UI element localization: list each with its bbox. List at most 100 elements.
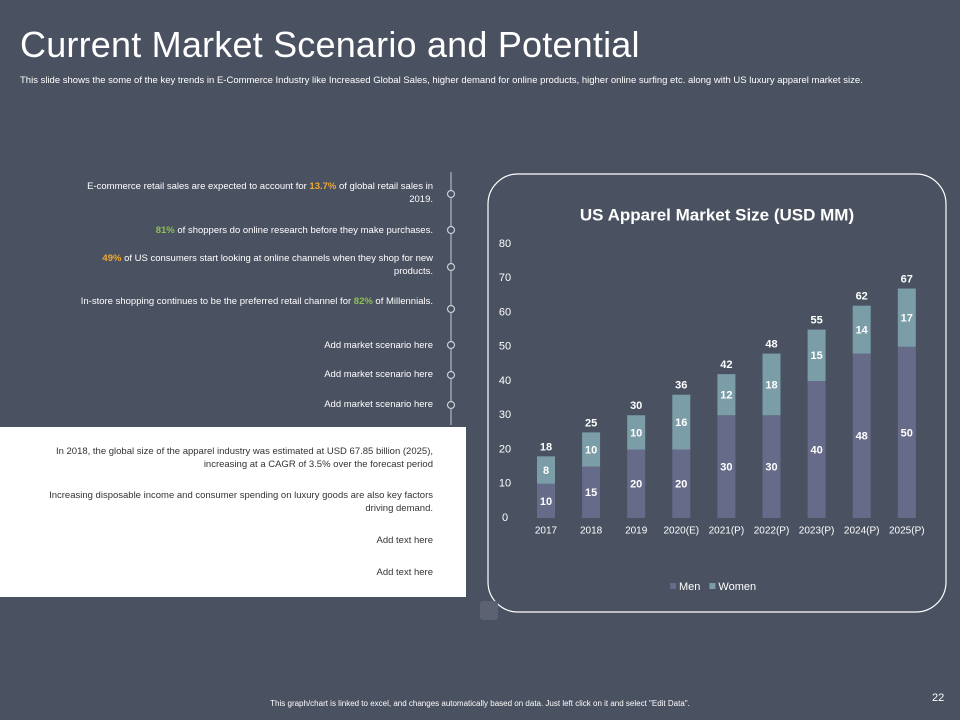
total-label: 25 [585,417,597,429]
chart-title: US Apparel Market Size (USD MM) [580,205,854,224]
y-tick-label: 50 [499,341,511,353]
y-tick-label: 60 [499,306,511,318]
text: In-store shopping continues to be the pr… [80,296,354,307]
decor-square [480,601,498,620]
value-label: 40 [810,444,822,456]
text: of US consumers start looking at online … [121,253,433,277]
bar-segment [717,415,736,518]
highlight: 13.7% [309,181,337,192]
legend-swatch [709,583,716,589]
timeline-dot [446,225,456,235]
text: Add market scenario here [324,340,433,351]
bullet: Add market scenario here [73,398,433,411]
bar-segment [852,305,871,354]
bar-segment [537,483,555,518]
bullet: Add market scenario here [73,339,433,352]
highlight: 49% [102,253,122,264]
total-label: 18 [540,441,552,453]
legend-label: Women [718,581,756,593]
bullet: 49% of US consumers start looking at onl… [73,252,433,278]
value-label: 30 [765,462,777,474]
x-tick-label: 2020(E) [664,526,700,537]
y-tick-label: 80 [499,238,511,250]
total-label: 42 [720,359,732,371]
y-tick-label: 70 [499,272,511,284]
legend-swatch [670,583,676,589]
value-label: 17 [901,313,913,325]
bar-segment [852,353,871,518]
bar-segment [762,353,781,416]
bar-segment [582,466,601,518]
value-label: 8 [543,465,549,477]
box-item: Add text here [376,567,433,578]
x-tick-label: 2019 [625,526,648,537]
value-label: 15 [810,350,822,362]
white-box [0,427,466,597]
bar-segment [897,288,916,347]
text: Add market scenario here [324,369,433,380]
value-label: 48 [856,431,868,443]
text: of shoppers do online research before th… [174,225,433,236]
value-label: 30 [720,462,732,474]
bar-segment [537,456,555,484]
bar-segment [807,329,826,381]
y-tick-label: 20 [499,443,511,455]
bar-segment [897,346,916,518]
total-label: 30 [630,400,642,412]
total-label: 55 [810,315,822,327]
total-label: 67 [901,273,913,285]
total-label: 36 [675,380,687,392]
chart-panel [487,173,947,613]
timeline-dot [446,400,456,410]
footnote: This graph/chart is linked to excel, and… [270,699,690,708]
timeline-dot [446,340,456,350]
x-tick-label: 2024(P) [844,526,880,537]
box-item: Increasing disposable income and consume… [49,490,433,514]
box-item: In 2018, the global size of the apparel … [55,446,433,470]
highlight: 82% [353,296,373,307]
bullet: In-store shopping continues to be the pr… [73,295,433,308]
timeline-dot [446,189,456,199]
timeline-dot [446,370,456,380]
highlight: 81% [155,225,175,236]
text: Add market scenario here [324,399,433,410]
bar-segment [672,449,691,518]
text: E-commerce retail sales are expected to … [87,181,310,192]
x-tick-label: 2023(P) [799,526,835,537]
value-label: 20 [675,479,687,491]
x-tick-label: 2025(P) [889,526,925,537]
bar-segment [672,394,691,450]
slide-subtitle: This slide shows the some of the key tre… [20,75,863,86]
legend-label: Men [679,581,700,593]
value-label: 50 [901,427,913,439]
bar-segment [627,449,646,518]
x-tick-label: 2021(P) [709,526,745,537]
total-label: 62 [856,291,868,303]
bar-segment [807,381,826,518]
y-tick-label: 40 [499,375,511,387]
total-label: 48 [765,339,777,351]
y-tick-label: 0 [502,512,508,524]
value-label: 18 [765,379,777,391]
value-label: 14 [856,325,869,337]
slide-title: Current Market Scenario and Potential [20,24,640,65]
value-label: 15 [585,487,597,499]
value-label: 12 [720,390,732,402]
value-label: 10 [585,444,597,456]
text: of global retail sales in 2019. [336,181,433,205]
value-label: 10 [630,427,642,439]
bar-segment [582,432,601,467]
bullet: Add market scenario here [73,368,433,381]
x-tick-label: 2022(P) [754,526,790,537]
bar-segment [762,415,781,518]
value-label: 20 [630,479,642,491]
timeline-dot [446,304,456,314]
timeline-dot [446,262,456,272]
bar-segment [717,374,736,416]
x-tick-label: 2017 [535,526,558,537]
box-item: Add text here [376,535,433,546]
bar-segment [627,415,646,450]
bullet: 81% of shoppers do online research befor… [73,224,433,237]
